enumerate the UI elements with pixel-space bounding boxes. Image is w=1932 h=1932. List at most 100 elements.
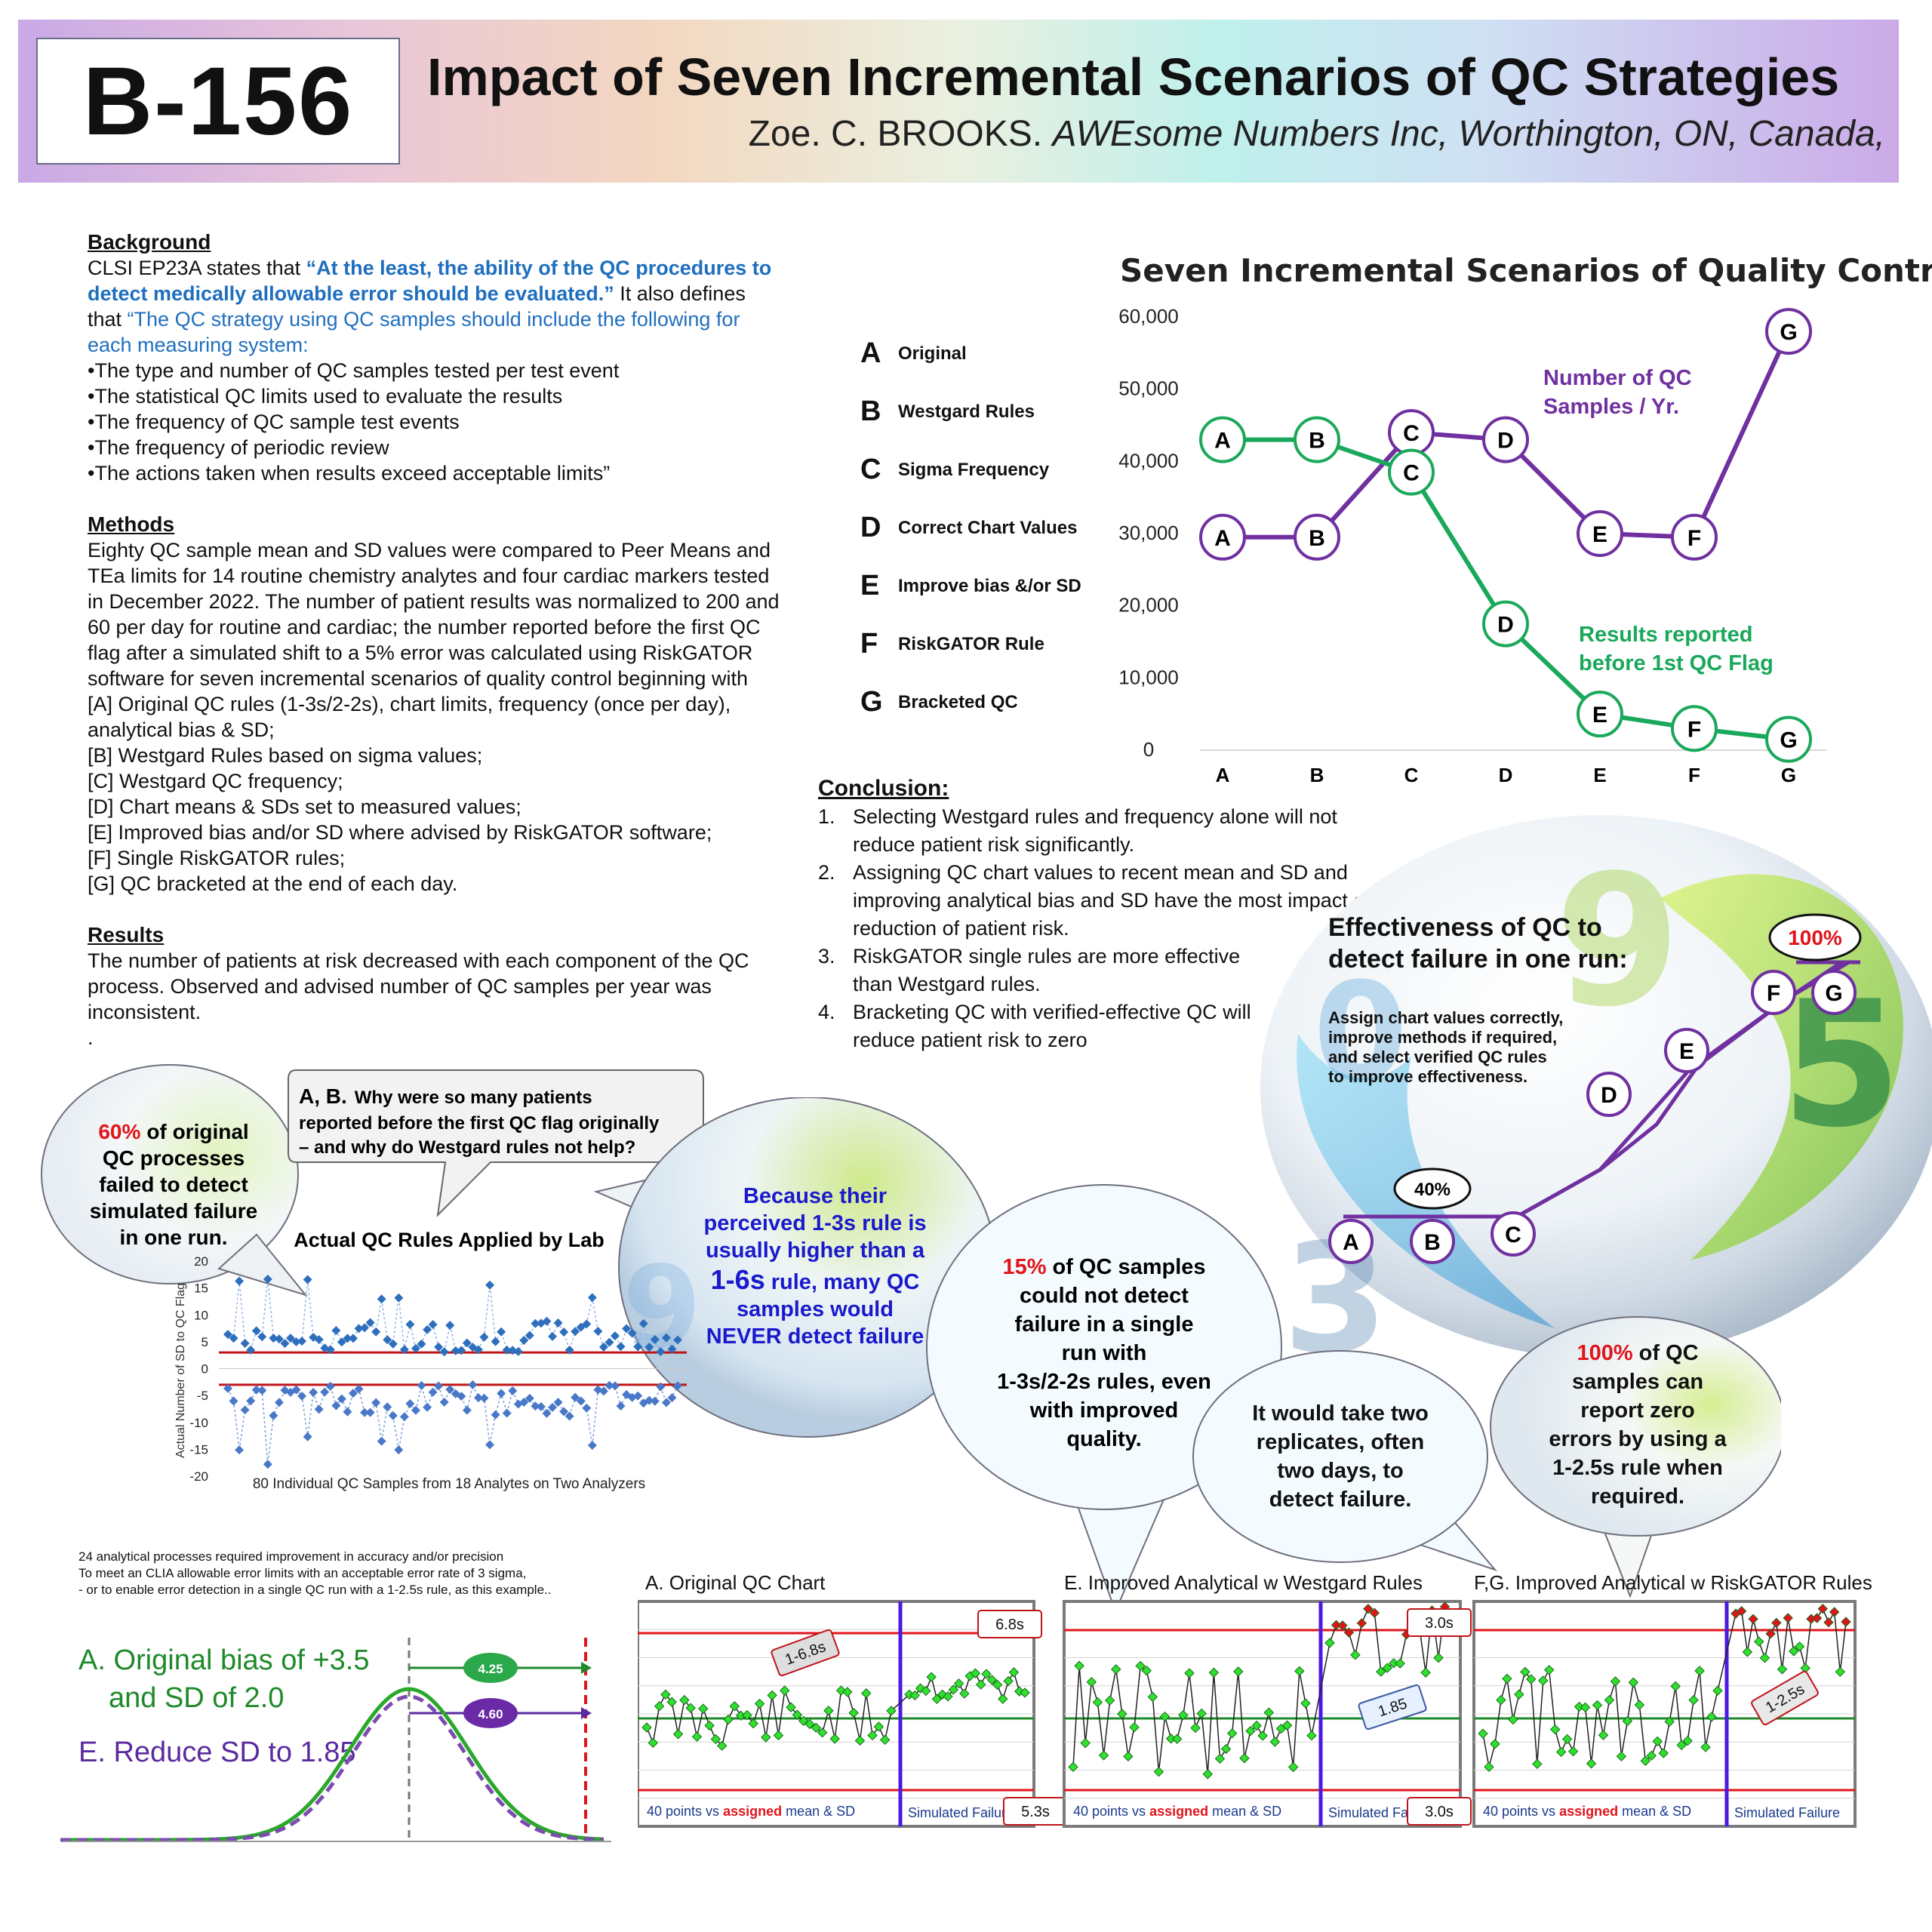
badge-purple: [463, 1698, 518, 1728]
data-point-label: E: [1592, 703, 1607, 728]
effectiveness-point: [1410, 1219, 1455, 1264]
scatter-point: [497, 1327, 506, 1337]
scatter-point: [411, 1343, 420, 1353]
legend-letter: G: [860, 686, 883, 718]
qc-point: [786, 1702, 796, 1712]
qc-point: [773, 1730, 784, 1741]
decor-swirl-green: [1660, 874, 1903, 1260]
callout-ab-head: A, B.: [299, 1084, 347, 1108]
qc-point: [1420, 1667, 1431, 1678]
effectiveness-desc: and select verified QC rules: [1328, 1048, 1547, 1066]
scatter-y-tick: 5: [202, 1335, 208, 1349]
left-column: Background CLSI EP23A states that “At th…: [88, 229, 782, 1051]
scatter-point: [354, 1384, 364, 1394]
scatter-point: [661, 1333, 671, 1343]
authors: Zoe. C. BROOKS. AWEsome Numbers Inc, Wor…: [749, 113, 1885, 155]
qc-point: [1208, 1667, 1220, 1678]
scatter-point: [240, 1405, 250, 1415]
scenario-line-chart: 60,000 50,000 40,000 30,000 20,000 10,000 0 A B…: [1118, 305, 1826, 786]
qc-point: [1549, 1724, 1561, 1735]
pct-40-badge: [1393, 1168, 1472, 1210]
scatter-point: [531, 1401, 540, 1411]
scatter-point: [246, 1396, 256, 1406]
data-point-label: B: [1309, 526, 1325, 551]
scatter-point: [423, 1324, 432, 1334]
series-label-qc-samples: Number of QC: [1543, 366, 1692, 390]
rule-tag: 1.85: [1358, 1684, 1427, 1730]
scatter-point: [263, 1460, 272, 1469]
bubble-60-text: failed to detect: [99, 1173, 248, 1196]
bubble-100-text: required.: [1591, 1484, 1684, 1509]
legend-row: B Westgard Rules: [860, 383, 1102, 441]
bottom-notes: 24 analytical processes required improve…: [78, 1549, 551, 1598]
qc-point: [992, 1679, 1003, 1690]
scatter-title: Actual QC Rules Applied by Lab: [294, 1229, 605, 1251]
scatter-point: [291, 1385, 301, 1395]
legend-row: G Bracketed QC: [860, 673, 1102, 731]
qc-point: [823, 1705, 834, 1716]
scatter-y-tick: 15: [194, 1281, 208, 1296]
conclusion-item-text: RiskGATOR single rules are more effectiv…: [853, 945, 1241, 995]
qc-point: [641, 1722, 652, 1733]
data-point-marker: F: [1671, 513, 1718, 561]
effectiveness-point-label: E: [1679, 1039, 1694, 1064]
scatter-point: [303, 1432, 312, 1441]
bubble-15-text: with improved: [1029, 1398, 1179, 1423]
qc-point: [1245, 1725, 1256, 1737]
qc-point: [1694, 1666, 1705, 1676]
effectiveness-point-label: A: [1343, 1230, 1359, 1255]
scatter-point: [360, 1323, 370, 1333]
qc-point: [1622, 1715, 1633, 1727]
qc-point: [1754, 1636, 1764, 1647]
qc-point: [1363, 1604, 1374, 1614]
qc-point: [654, 1701, 665, 1712]
scatter-point: [285, 1334, 295, 1343]
data-point-label: D: [1497, 613, 1514, 638]
scatter-point: [274, 1334, 284, 1344]
qc-point: [1580, 1702, 1591, 1713]
qc-point: [1604, 1694, 1615, 1706]
x-tick-label: F: [1688, 764, 1700, 786]
scatter-point: [536, 1401, 546, 1411]
data-point: [1388, 448, 1435, 496]
qc-point: [1117, 1709, 1128, 1719]
legend-row: E Improve bias &/or SD: [860, 557, 1102, 615]
scatter-y-tick: 10: [194, 1308, 208, 1322]
legend-text: RiskGATOR Rule: [898, 633, 1044, 654]
bubble-100-text: samples can: [1572, 1370, 1703, 1394]
scatter-point: [645, 1343, 654, 1352]
qc-chart-panel: E. Improved Analytical w Westgard Rules 4…: [1063, 1571, 1472, 1828]
effectiveness-point: [1328, 1219, 1374, 1264]
qc-point: [761, 1732, 771, 1743]
qc-point: [943, 1691, 953, 1702]
qc-point: [1742, 1647, 1753, 1657]
effectiveness-title: detect failure in one run:: [1328, 945, 1628, 974]
two-rep-text: It would take two: [1252, 1401, 1429, 1426]
series-label-results: Results reported: [1579, 623, 1752, 647]
badge-green-value: 4.25: [478, 1662, 503, 1676]
x-tick-label: B: [1310, 764, 1324, 786]
qc-point: [867, 1730, 878, 1741]
scatter-point: [457, 1392, 466, 1401]
poster-id: B-156: [36, 38, 400, 165]
bubble-15-text: of QC samples: [1052, 1255, 1205, 1279]
qc-point: [1382, 1663, 1392, 1673]
qc-point: [729, 1701, 740, 1712]
y-tick-label: 40,000: [1118, 449, 1179, 472]
effectiveness-point-label: G: [1825, 981, 1842, 1006]
qc-point: [1337, 1620, 1348, 1631]
scatter-point: [605, 1337, 614, 1347]
conclusion-item-text: Selecting Westgard rules and frequency a…: [853, 805, 1337, 856]
scatter-point: [513, 1399, 523, 1409]
scatter-point: [269, 1334, 278, 1343]
qc-footer-right: Simulated Failure: [1734, 1805, 1840, 1820]
scatter-y-tick: -15: [189, 1442, 208, 1457]
qc-point: [976, 1679, 986, 1690]
methods-item: [C] Westgard QC frequency;: [88, 770, 343, 792]
qc-point: [1555, 1746, 1567, 1758]
y-tick-label: 20,000: [1118, 594, 1179, 617]
scatter-point: [525, 1393, 534, 1403]
qc-footer-text: 40 points vs: [1483, 1804, 1559, 1819]
scatter-point: [251, 1385, 261, 1395]
qc-point: [1263, 1707, 1274, 1718]
